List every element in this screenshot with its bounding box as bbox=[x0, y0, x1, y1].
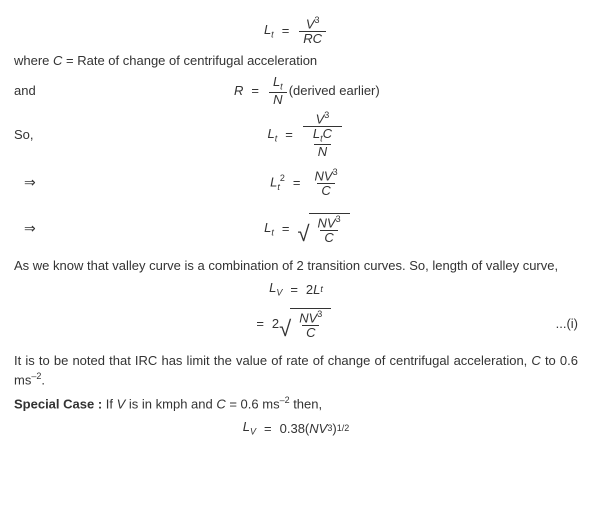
eq6-rhs-var: L bbox=[313, 282, 320, 297]
note-exp: –2 bbox=[31, 371, 41, 381]
eq8-rhs-b: NV bbox=[309, 421, 327, 436]
implies-icon-2: ⇒ bbox=[24, 220, 36, 237]
equation-5: Lt = √ NV3 C bbox=[36, 213, 578, 245]
equation-line-5: ⇒ Lt = √ NV3 C bbox=[14, 207, 578, 251]
special-case-line: Special Case : If V is in kmph and C = 0… bbox=[14, 394, 578, 413]
eq3-midnum-var: L bbox=[313, 126, 320, 141]
eq8-rhs-a: 0.38( bbox=[280, 421, 310, 436]
eq7-coef: 2 bbox=[272, 316, 279, 331]
equation-line-7: = 2 √ NV3 C ...(i) bbox=[14, 302, 578, 346]
eq3-topnum-sup: 3 bbox=[324, 110, 329, 120]
eq5-num-sup: 3 bbox=[336, 214, 341, 224]
equation-line-3: So, Lt = V3 LtC N bbox=[14, 111, 578, 159]
special-d: then, bbox=[290, 397, 323, 412]
eq6-lhs-sub: V bbox=[276, 288, 282, 298]
eq7-tag: ...(i) bbox=[556, 316, 578, 331]
so-text: So, bbox=[14, 127, 34, 142]
equation-line-2: and R = Lt N (derived earlier) bbox=[14, 75, 578, 107]
eq5-num: NV bbox=[318, 215, 336, 230]
eq1-num: V bbox=[306, 16, 315, 31]
eq4-lhs-sub: t bbox=[277, 182, 280, 192]
special-b: is in kmph and bbox=[125, 397, 216, 412]
equation-3: Lt = V3 LtC N bbox=[34, 111, 578, 159]
eq2-note: (derived earlier) bbox=[289, 83, 380, 98]
special-c: = 0.6 ms bbox=[226, 397, 280, 412]
special-label: Special Case : bbox=[14, 397, 106, 412]
eq3-topnum: V bbox=[316, 111, 325, 126]
note-var-c: C bbox=[531, 353, 540, 368]
eq8-rhs-exp: 1/2 bbox=[337, 423, 350, 433]
special-v: V bbox=[117, 397, 126, 412]
eq6-rhs-sub: t bbox=[320, 284, 323, 294]
note-a: It is to be noted that IRC has limit the… bbox=[14, 353, 531, 368]
eq6-coef: 2 bbox=[306, 282, 313, 297]
equation-4: Lt2 = NV3 C bbox=[36, 168, 578, 198]
special-c-var: C bbox=[216, 397, 225, 412]
eq4-num: NV bbox=[315, 168, 333, 183]
equation-line-1: Lt = V3 RC bbox=[14, 16, 578, 46]
eq2-den: N bbox=[269, 92, 286, 107]
special-exp: –2 bbox=[280, 395, 290, 405]
eq8-lhs-sub: V bbox=[250, 427, 256, 437]
var-c: C bbox=[53, 53, 62, 68]
eq2-lhs: R bbox=[234, 83, 243, 98]
eq4-lhs-sup: 2 bbox=[280, 173, 285, 183]
eq7-num-sup: 3 bbox=[317, 309, 322, 319]
where-rest: = Rate of change of centrifugal accelera… bbox=[62, 53, 317, 68]
eq3-lhs-var: L bbox=[268, 126, 275, 141]
equation-1: Lt = V3 RC bbox=[14, 16, 578, 46]
eq5-den: C bbox=[320, 230, 337, 245]
equation-6: LV = 2Lt bbox=[14, 280, 578, 298]
eq3-midden: N bbox=[314, 144, 331, 159]
valley-text: As we know that valley curve is a combin… bbox=[14, 257, 578, 275]
equation-2: R = Lt N (derived earlier) bbox=[36, 75, 578, 107]
eq1-num-sup: 3 bbox=[315, 15, 320, 25]
eq2-num-sub: t bbox=[280, 82, 283, 92]
equation-line-4: ⇒ Lt2 = NV3 C bbox=[14, 163, 578, 203]
implies-icon-1: ⇒ bbox=[24, 174, 36, 191]
and-text: and bbox=[14, 83, 36, 98]
eq7-num: NV bbox=[299, 310, 317, 325]
equation-7: = 2 √ NV3 C bbox=[24, 308, 556, 340]
eq3-midnum-tail: C bbox=[323, 126, 332, 141]
eq3-lhs-sub: t bbox=[275, 134, 278, 144]
eq7-den: C bbox=[302, 325, 319, 340]
eq1-den: RC bbox=[299, 31, 326, 46]
equation-8: LV = 0.38(NV3)1/2 bbox=[14, 419, 578, 437]
eq8-lhs-var: L bbox=[243, 419, 250, 434]
note-para: It is to be noted that IRC has limit the… bbox=[14, 352, 578, 388]
special-a: If bbox=[106, 397, 117, 412]
eq4-num-sup: 3 bbox=[333, 167, 338, 177]
note-c: . bbox=[41, 372, 45, 387]
where-text: where bbox=[14, 53, 53, 68]
eq5-lhs-sub: t bbox=[271, 228, 274, 238]
where-line: where C = Rate of change of centrifugal … bbox=[14, 52, 578, 70]
eq4-den: C bbox=[317, 183, 334, 198]
eq1-lhs-sub: t bbox=[271, 30, 274, 40]
